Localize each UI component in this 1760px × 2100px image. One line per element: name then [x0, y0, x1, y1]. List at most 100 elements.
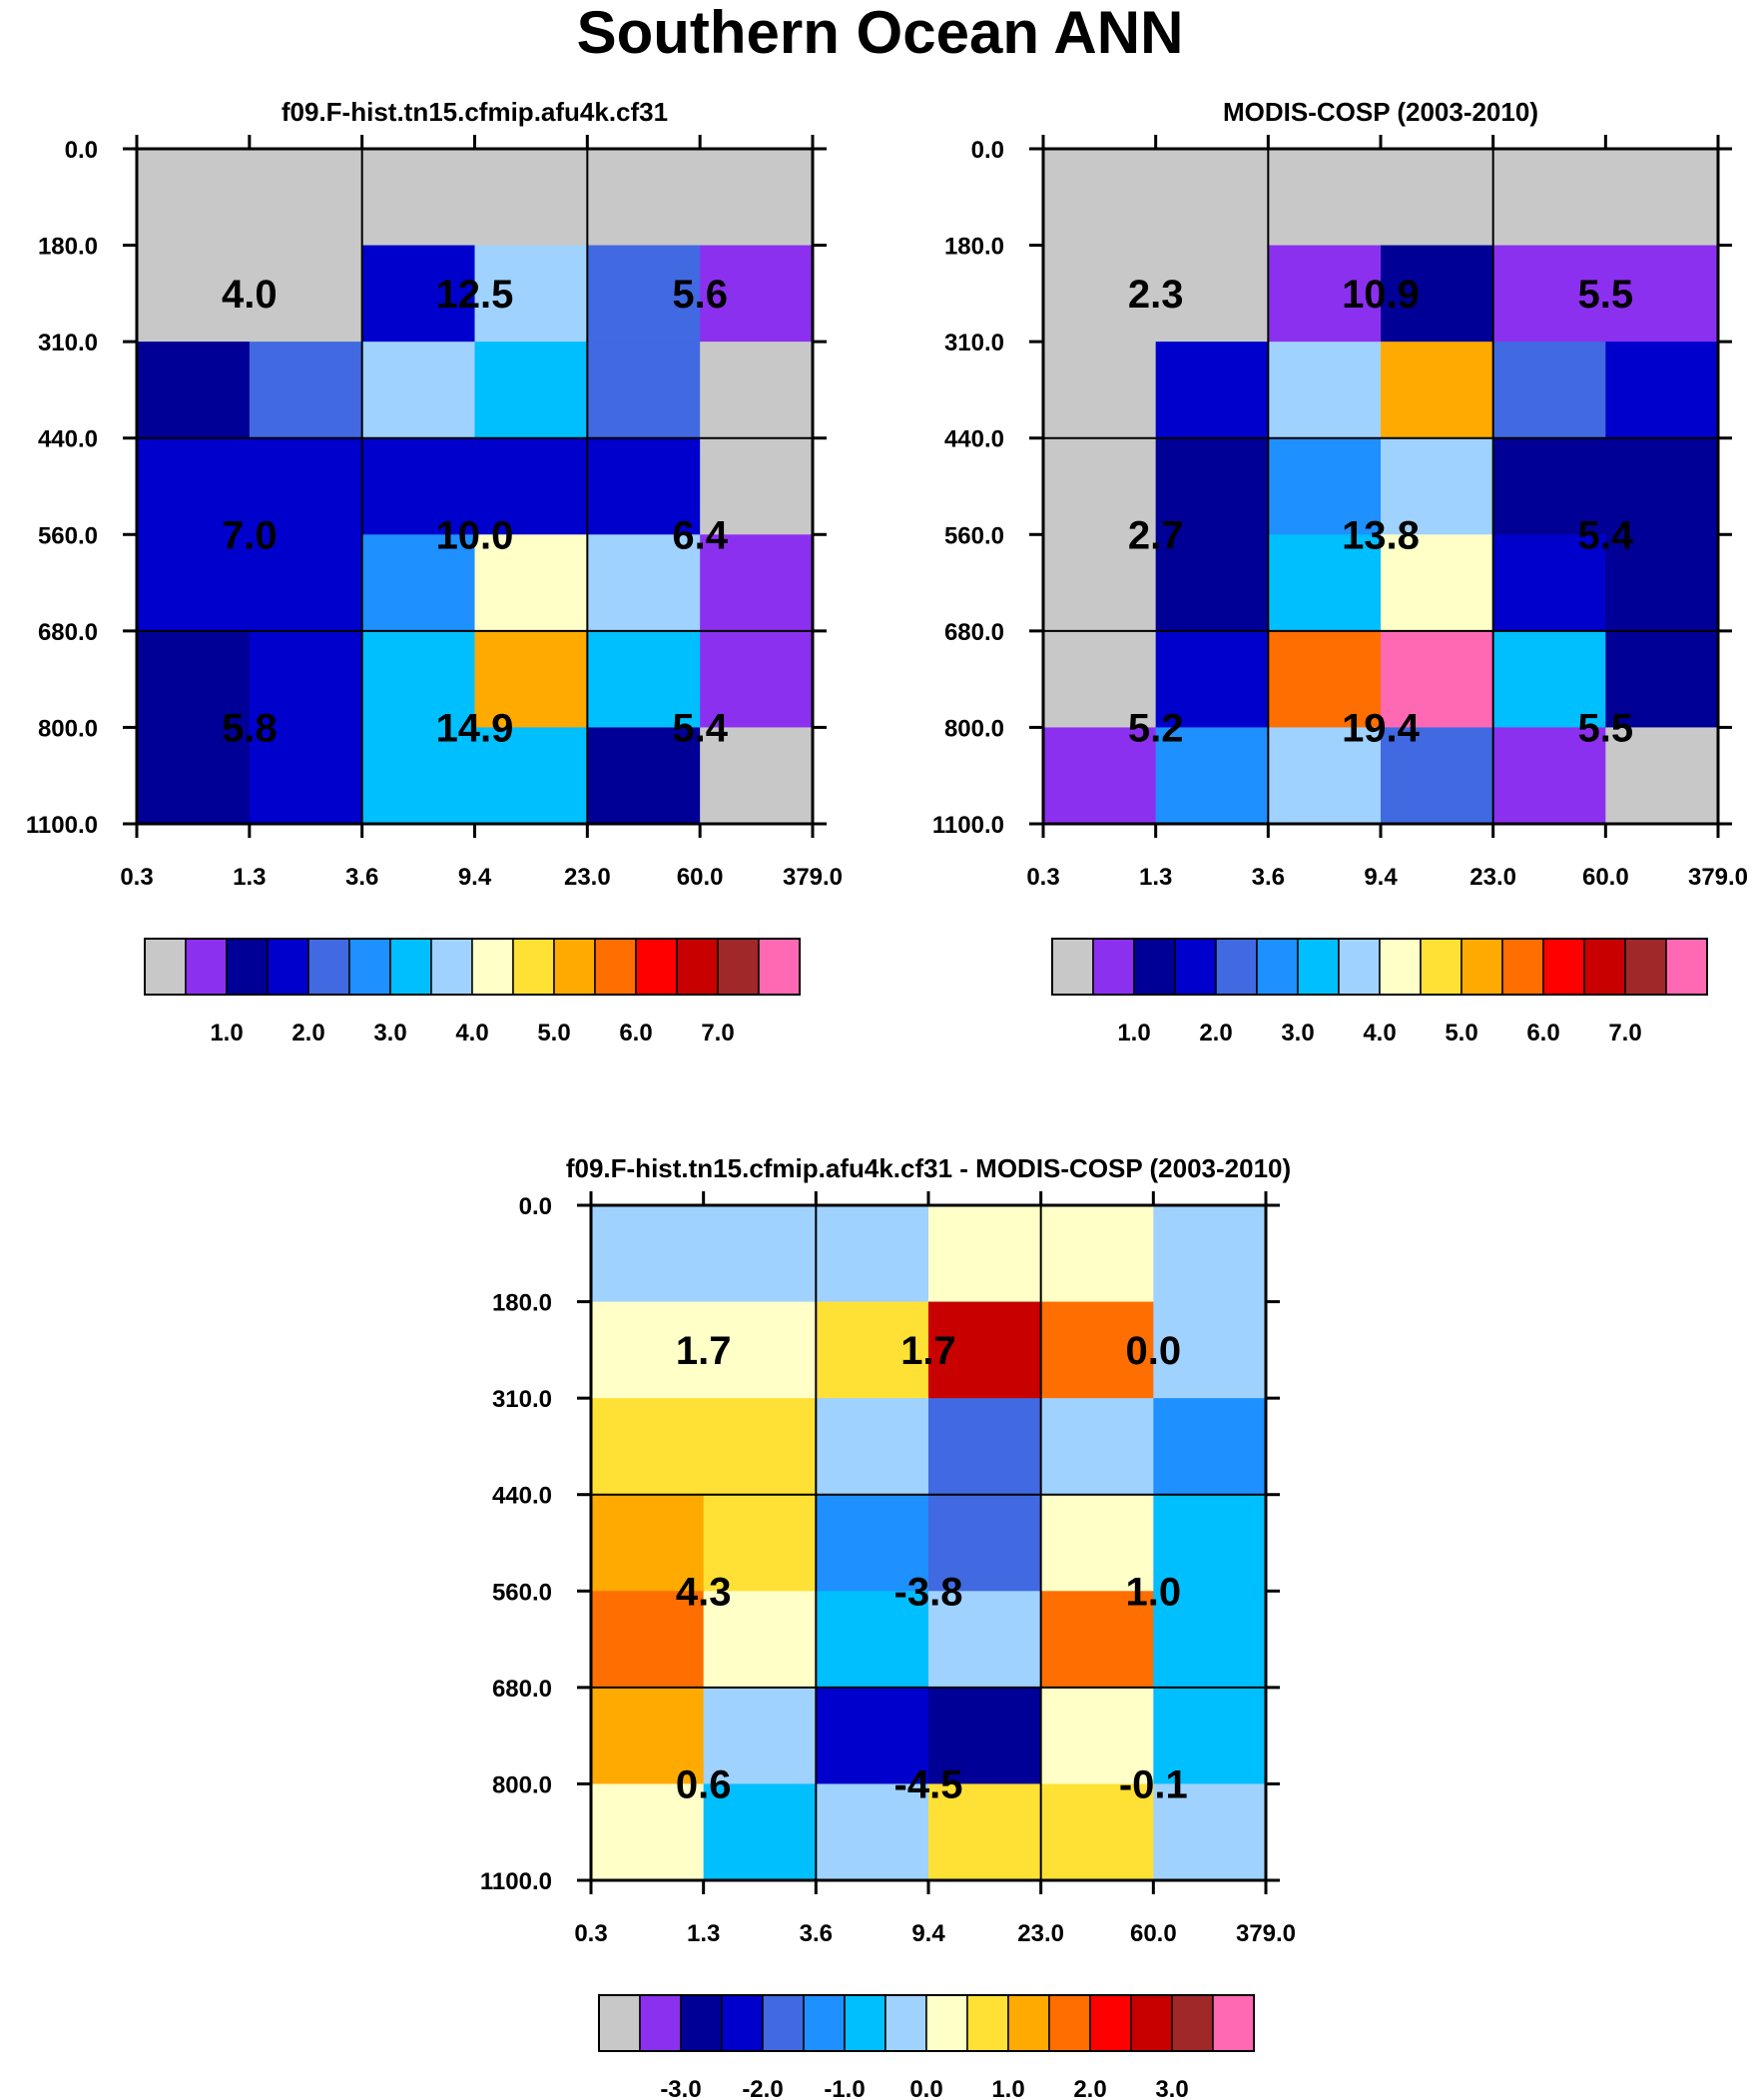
heatmap-cell: [1492, 437, 1606, 535]
heatmap-cell: [1040, 1687, 1154, 1785]
heatmap-cell: [587, 727, 701, 825]
heatmap-cell: [1381, 245, 1494, 343]
heatmap-cell: [1043, 727, 1157, 825]
heatmap-cell: [1381, 437, 1494, 535]
heatmap-cell: [1040, 1494, 1154, 1592]
heatmap-cell: [816, 1398, 929, 1496]
colorbar-swatch: [348, 938, 391, 996]
group-value-label: 14.9: [436, 706, 514, 750]
heatmap-cell: [591, 1205, 705, 1303]
heatmap-cell: [249, 245, 363, 343]
x-tick-label: 3.6: [1252, 864, 1285, 891]
colorbar-frame: [1051, 938, 1708, 996]
heatmap-cell: [137, 534, 251, 632]
colorbar-tick-label: -3.0: [660, 2076, 701, 2100]
y-tick-label: 440.0: [492, 1483, 552, 1510]
heatmap-cell: [1268, 437, 1382, 535]
x-tick-label: 379.0: [1688, 864, 1748, 891]
heatmap-cell: [249, 534, 363, 632]
group-value-label: 5.2: [1128, 706, 1184, 750]
heatmap-cell: [474, 149, 588, 247]
heatmap-cell: [700, 630, 814, 729]
y-tick-label: 310.0: [492, 1386, 552, 1413]
heatmap-cell: [137, 630, 251, 729]
colorbar-swatch: [144, 938, 187, 996]
heatmap-cell: [703, 1783, 817, 1881]
colorbar-swatch: [758, 938, 801, 996]
x-tick-label: 23.0: [1017, 1920, 1064, 1947]
y-tick-label: 440.0: [38, 426, 98, 453]
heatmap-cell: [1605, 534, 1719, 632]
heatmap-cell: [1155, 630, 1269, 729]
heatmap-cell: [1268, 630, 1382, 729]
colorbar-swatch: [1174, 938, 1217, 996]
group-value-label: 2.7: [1128, 513, 1184, 557]
heatmap-cell: [928, 1591, 1042, 1689]
heatmap-cell: [1268, 534, 1382, 632]
heatmap-cell: [1492, 245, 1606, 343]
colorbar-swatch: [1212, 1994, 1255, 2052]
heatmap-cell: [928, 1205, 1042, 1303]
heatmap-cell: [703, 1301, 817, 1399]
heatmap-cell: [1155, 534, 1269, 632]
heatmap-cell: [1381, 149, 1494, 247]
colorbar-swatch: [185, 938, 228, 996]
group-value-label: 0.6: [676, 1762, 732, 1806]
group-value-label: 6.4: [672, 513, 728, 557]
heatmap-cell: [1492, 534, 1606, 632]
heatmap-cell: [1492, 342, 1606, 439]
colorbar-swatch: [1624, 938, 1667, 996]
colorbar: 1.0 2.0 3.0 4.0 5.0 6.0 7.0: [144, 938, 801, 1047]
heatmap-cell: [1153, 1398, 1267, 1496]
heatmap-cell: [1153, 1494, 1267, 1592]
heatmap-cell: [474, 437, 588, 535]
colorbar-swatch: [803, 1994, 846, 2052]
heatmap-cell: [361, 727, 476, 825]
colorbar-swatch: [1461, 938, 1503, 996]
y-tick-label: 680.0: [944, 619, 1004, 646]
heatmap-cell: [361, 534, 476, 632]
group-value-label: 5.6: [672, 273, 728, 317]
y-tick-label: 560.0: [38, 522, 98, 549]
heatmap-cell: [928, 1494, 1042, 1592]
heatmap-cell: [1040, 1398, 1154, 1496]
colorbar-swatch: [389, 938, 432, 996]
heatmap-cell: [928, 1783, 1042, 1881]
y-tick-label: 0.0: [65, 137, 98, 164]
y-tick-label: 800.0: [38, 715, 98, 742]
colorbar-tick-label: 5.0: [537, 1020, 570, 1047]
colorbar-swatch: [512, 938, 555, 996]
heatmap-cell: [1153, 1205, 1267, 1303]
heatmap-cell: [1492, 149, 1606, 247]
colorbar-swatch: [1501, 938, 1544, 996]
colorbar-swatch: [471, 938, 514, 996]
colorbar-swatch: [966, 1994, 1009, 2052]
colorbar-tick-label: 7.0: [701, 1020, 734, 1047]
colorbar-swatch: [844, 1994, 886, 2052]
heatmap-cell: [1040, 1591, 1154, 1689]
colorbar-swatch: [676, 938, 719, 996]
heatmap-cell: [700, 342, 814, 439]
heatmap-cell: [474, 630, 588, 729]
x-tick-label: 3.6: [800, 1920, 833, 1947]
colorbar-swatch: [1051, 938, 1094, 996]
heatmap-cell: [1155, 727, 1269, 825]
heatmap-cell: [587, 437, 701, 535]
colorbar-tick-label: -2.0: [742, 2076, 783, 2100]
heatmap-cell: [361, 630, 476, 729]
colorbar-tick-label: 1.0: [210, 1020, 243, 1047]
heatmap-cell: [703, 1398, 817, 1496]
heatmap-cell: [591, 1301, 705, 1399]
x-tick-label: 60.0: [677, 864, 724, 891]
heatmap-cell: [1043, 245, 1157, 343]
heatmap-cell: [1043, 149, 1157, 247]
x-tick-label: 23.0: [1469, 864, 1516, 891]
heatmap-cell: [1605, 727, 1719, 825]
heatmap-cell: [137, 245, 251, 343]
colorbar-swatch: [762, 1994, 805, 2052]
colorbar: -3.0 -2.0 -1.0 0.0 1.0 2.0 3.0: [598, 1994, 1255, 2100]
x-tick-label: 60.0: [1130, 1920, 1177, 1947]
y-tick-label: 560.0: [492, 1579, 552, 1606]
panel-title: f09.F-hist.tn15.cfmip.afu4k.cf31 - MODIS…: [566, 1153, 1291, 1183]
heatmap-cell: [700, 727, 814, 825]
